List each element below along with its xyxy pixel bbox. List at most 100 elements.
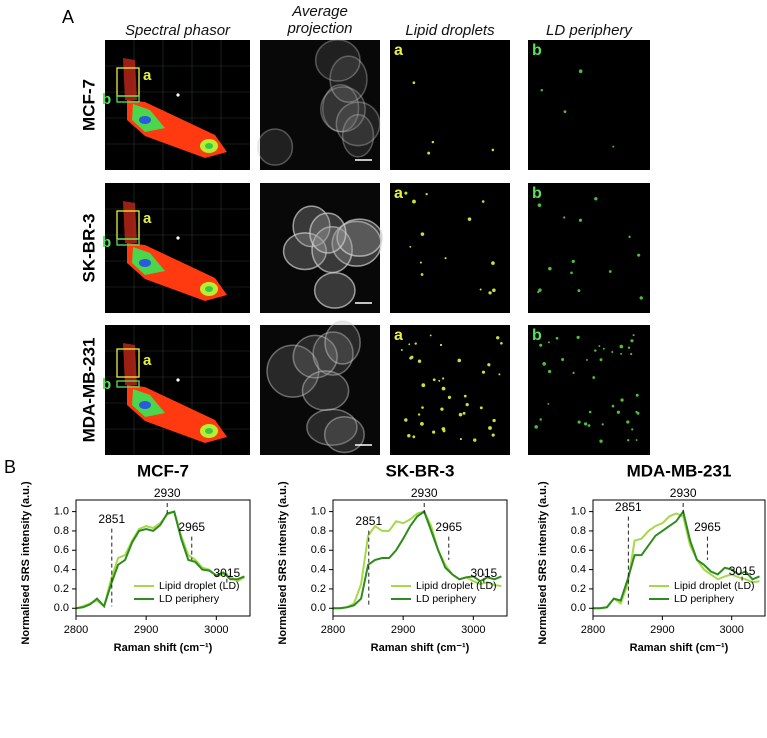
droplet	[630, 339, 634, 343]
droplet	[481, 370, 486, 374]
droplet	[588, 410, 592, 414]
series-line	[333, 510, 502, 610]
cell	[341, 113, 375, 158]
droplet	[404, 191, 408, 195]
roi-tag: b	[532, 327, 542, 344]
droplet	[547, 369, 552, 374]
phasor-core	[139, 401, 151, 409]
droplet	[601, 423, 604, 426]
x-axis-label: Raman shift (cm⁻¹)	[630, 642, 729, 654]
roi-box	[116, 380, 140, 388]
cell	[314, 38, 361, 82]
phasor-dot	[176, 93, 180, 97]
droplet	[439, 343, 443, 347]
image-background	[528, 40, 650, 170]
roi-tag: a	[394, 185, 403, 202]
droplet	[635, 393, 639, 397]
droplet	[459, 437, 463, 441]
droplet	[425, 193, 428, 196]
x-tick-label: 2800	[64, 624, 88, 636]
droplet	[538, 288, 542, 292]
droplet-image: a	[390, 183, 510, 313]
droplet	[407, 434, 411, 438]
annotation-label: 2930	[670, 486, 697, 500]
cell	[282, 232, 328, 271]
droplet	[572, 371, 575, 375]
row-label: MCF-7	[79, 79, 98, 131]
droplet	[632, 334, 635, 337]
y-tick-label: 1.0	[54, 506, 69, 518]
x-tick-label: 3000	[461, 624, 485, 636]
droplet	[599, 439, 603, 443]
droplet	[417, 413, 421, 416]
x-tick-label: 2800	[321, 624, 345, 636]
droplet	[409, 245, 412, 248]
y-tick-label: 0.6	[311, 544, 326, 556]
droplet	[577, 420, 581, 424]
cell	[336, 218, 383, 257]
droplet	[491, 261, 495, 265]
droplet	[412, 199, 416, 204]
plot-frame	[592, 499, 766, 617]
image-background	[260, 40, 380, 170]
droplet	[628, 235, 631, 238]
droplet	[481, 200, 485, 203]
x-axis-label: Raman shift (cm⁻¹)	[371, 642, 470, 654]
projection-image	[256, 38, 381, 170]
projection-image	[260, 183, 383, 313]
legend-label: Lipid droplet (LD)	[674, 580, 755, 592]
droplet	[539, 418, 542, 421]
droplet	[587, 424, 591, 427]
y-tick-label: 0.2	[571, 583, 586, 595]
droplet	[420, 232, 425, 236]
row-label: SK-BR-3	[79, 214, 98, 283]
droplet	[408, 343, 411, 346]
droplet	[467, 217, 472, 221]
annotation-label: 3015	[729, 564, 756, 578]
droplet	[594, 349, 597, 352]
droplet	[412, 81, 416, 85]
annotation-label: 2851	[355, 514, 382, 528]
droplet	[421, 406, 424, 409]
cell	[321, 84, 360, 133]
y-tick-label: 0.8	[54, 525, 69, 537]
droplet	[438, 379, 441, 382]
annotation-label: 2965	[435, 520, 462, 534]
droplet	[409, 356, 413, 360]
y-tick-label: 0.0	[54, 602, 69, 614]
projection-image	[260, 320, 380, 455]
droplet	[417, 359, 422, 363]
roi-tag: b	[532, 185, 542, 202]
x-tick-label: 2900	[134, 624, 158, 636]
droplet	[442, 429, 446, 433]
droplet	[547, 403, 550, 405]
droplet	[420, 421, 424, 426]
periphery-image: b	[528, 183, 650, 313]
annotation-label: 2851	[98, 512, 125, 526]
droplet	[547, 341, 550, 344]
roi-tag: b	[102, 91, 111, 108]
cell	[319, 86, 366, 133]
y-tick-label: 0.4	[571, 564, 586, 576]
x-tick-label: 2900	[650, 624, 674, 636]
series-line	[593, 512, 760, 610]
roi-box	[116, 238, 140, 246]
y-axis-label: Normalised SRS intensity (a.u.)	[20, 481, 32, 645]
plot-frame	[332, 499, 508, 617]
droplet	[627, 346, 631, 349]
y-tick-label: 0.0	[571, 602, 586, 614]
droplet	[542, 361, 546, 366]
phasor-image: ab	[102, 183, 250, 313]
y-tick-label: 0.8	[311, 525, 326, 537]
phasor-core	[205, 143, 213, 149]
legend-label: LD periphery	[159, 593, 220, 605]
image-background	[260, 183, 380, 313]
x-tick-label: 2800	[581, 624, 605, 636]
phasor-dot	[176, 378, 180, 382]
droplet	[616, 410, 621, 414]
droplet	[432, 430, 436, 434]
y-tick-label: 0.4	[54, 564, 69, 576]
droplet	[599, 358, 603, 362]
y-tick-label: 0.6	[571, 544, 586, 556]
